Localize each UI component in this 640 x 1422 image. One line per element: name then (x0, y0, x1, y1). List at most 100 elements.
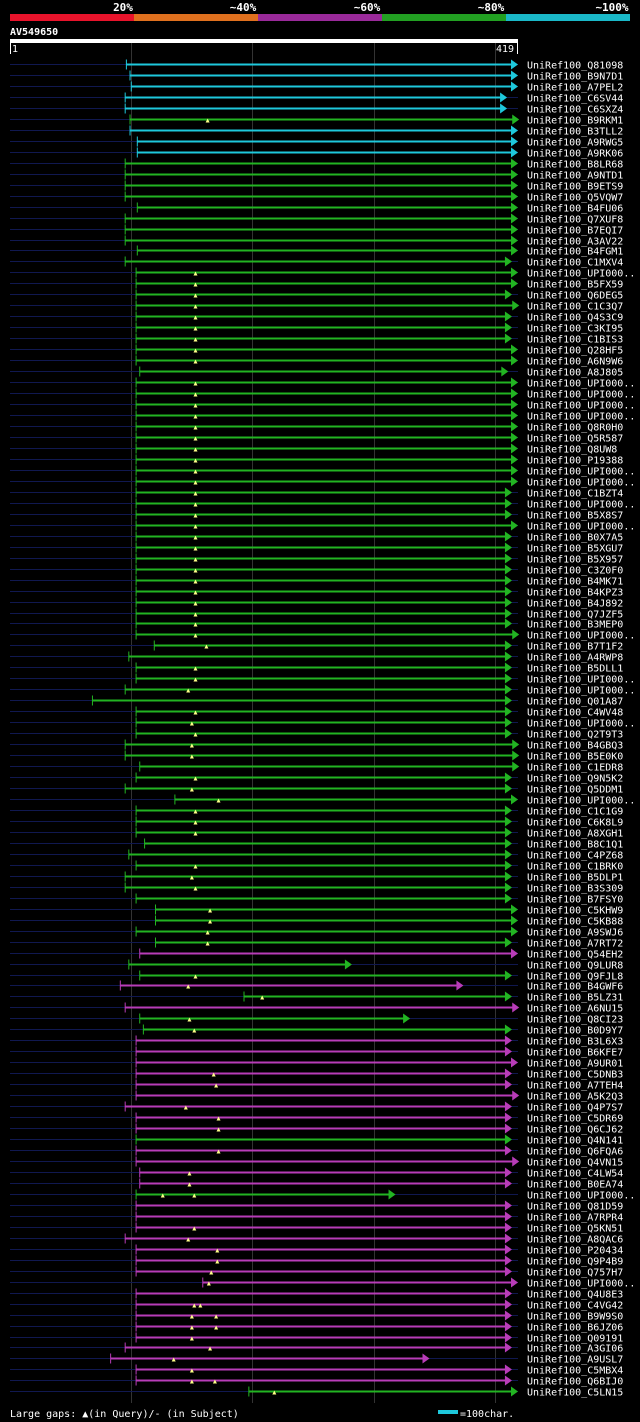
hit-label[interactable]: UniRef100_B5DLP1 (527, 873, 623, 884)
hit-row[interactable]: UniRef100_UPI000.. (10, 267, 635, 280)
hit-row[interactable]: UniRef100_B7EQI7 (10, 224, 623, 237)
hit-label[interactable]: UniRef100_Q09191 (527, 1334, 623, 1345)
hit-row[interactable]: UniRef100_Q5R587 (10, 432, 623, 445)
hit-label[interactable]: UniRef100_B3S309 (527, 884, 623, 895)
hit-row[interactable]: UniRef100_Q6DEG5 (10, 289, 623, 302)
hit-label[interactable]: UniRef100_UPI000.. (527, 675, 635, 686)
hit-row[interactable]: UniRef100_UPI000.. (10, 399, 635, 412)
hit-row[interactable]: UniRef100_UPI000.. (10, 1277, 635, 1290)
hit-label[interactable]: UniRef100_A9UR01 (527, 1059, 623, 1070)
hit-row[interactable]: UniRef100_C4WV48 (10, 706, 623, 719)
hit-row[interactable]: UniRef100_P20434 (10, 1244, 623, 1257)
hit-label[interactable]: UniRef100_Q5KN51 (527, 1224, 623, 1235)
hit-label[interactable]: UniRef100_A5K2Q3 (527, 1092, 623, 1103)
hit-label[interactable]: UniRef100_C5KHW9 (527, 906, 623, 917)
hit-label[interactable]: UniRef100_A7PEL2 (527, 83, 623, 94)
hit-label[interactable]: UniRef100_A4RWP8 (527, 653, 623, 664)
hit-label[interactable]: UniRef100_UPI000.. (527, 686, 635, 697)
hit-label[interactable]: UniRef100_B3TLL2 (527, 127, 623, 138)
hit-row[interactable]: UniRef100_Q6FQA6 (10, 1145, 623, 1158)
hit-label[interactable]: UniRef100_A7TEH4 (527, 1081, 623, 1092)
hit-label[interactable]: UniRef100_Q9LUR8 (527, 961, 623, 972)
hit-row[interactable]: UniRef100_UPI000.. (10, 410, 635, 423)
hit-row[interactable]: UniRef100_C6K8L9 (10, 816, 623, 829)
hit-label[interactable]: UniRef100_B8LR68 (527, 160, 623, 171)
hit-row[interactable]: UniRef100_UPI000.. (10, 794, 635, 807)
hit-label[interactable]: UniRef100_B8C1Q1 (527, 840, 623, 851)
hit-label[interactable]: UniRef100_B9RKM1 (527, 116, 623, 127)
hit-label[interactable]: UniRef100_C3KI95 (527, 324, 623, 335)
hit-label[interactable]: UniRef100_UPI000.. (527, 500, 635, 511)
hit-label[interactable]: UniRef100_C1C3Q7 (527, 302, 623, 313)
hit-label[interactable]: UniRef100_B0EA74 (527, 1180, 623, 1191)
hit-label[interactable]: UniRef100_UPI000.. (527, 796, 635, 807)
hit-row[interactable]: UniRef100_Q81098 (10, 59, 623, 72)
hit-row[interactable]: UniRef100_Q8UW8 (10, 443, 617, 456)
hit-row[interactable]: UniRef100_Q09191 (10, 1332, 623, 1345)
hit-row[interactable]: UniRef100_Q9LUR8 (10, 959, 623, 972)
hit-row[interactable]: UniRef100_UPI000.. (10, 629, 635, 642)
hit-label[interactable]: UniRef100_Q01A87 (527, 697, 623, 708)
hit-label[interactable]: UniRef100_C4VG42 (527, 1301, 623, 1312)
hit-label[interactable]: UniRef100_Q4P7S7 (527, 1103, 623, 1114)
hit-label[interactable]: UniRef100_C6K8L9 (527, 818, 623, 829)
hit-label[interactable]: UniRef100_B4FU06 (527, 204, 623, 215)
hit-label[interactable]: UniRef100_Q9P4B9 (527, 1257, 623, 1268)
hit-label[interactable]: UniRef100_C1BRK0 (527, 862, 623, 873)
hit-label[interactable]: UniRef100_C4WV48 (527, 708, 623, 719)
hit-row[interactable]: UniRef100_Q5VQW7 (10, 191, 623, 204)
hit-row[interactable]: UniRef100_Q8R0H0 (10, 421, 623, 434)
hit-label[interactable]: UniRef100_UPI000.. (527, 269, 635, 280)
hit-row[interactable]: UniRef100_C5KHW9 (10, 904, 623, 917)
hit-row[interactable]: UniRef100_A9RWG5 (10, 136, 623, 149)
hit-row[interactable]: UniRef100_A4RWP8 (10, 651, 623, 664)
hit-row[interactable]: UniRef100_B9W9S0 (10, 1310, 623, 1323)
hit-row[interactable]: UniRef100_Q81D59 (10, 1200, 623, 1213)
hit-label[interactable]: UniRef100_Q5R587 (527, 434, 623, 445)
hit-label[interactable]: UniRef100_A6NU15 (527, 1004, 623, 1015)
hit-label[interactable]: UniRef100_B3L6X3 (527, 1037, 623, 1048)
hit-label[interactable]: UniRef100_Q7JZF5 (527, 610, 623, 621)
hit-row[interactable]: UniRef100_C1EDR8 (10, 761, 623, 774)
hit-row[interactable]: UniRef100_B5LZ31 (10, 991, 623, 1004)
hit-label[interactable]: UniRef100_A8XGH1 (527, 829, 623, 840)
hit-label[interactable]: UniRef100_B6KFE7 (527, 1048, 623, 1059)
hit-row[interactable]: UniRef100_B9N7D1 (10, 70, 623, 83)
hit-row[interactable]: UniRef100_B6JZ06 (10, 1321, 623, 1334)
hit-label[interactable]: UniRef100_Q6CJ62 (527, 1125, 623, 1136)
hit-label[interactable]: UniRef100_A6N9W6 (527, 357, 623, 368)
hit-label[interactable]: UniRef100_B4GBQ3 (527, 741, 623, 752)
hit-label[interactable]: UniRef100_Q81D59 (527, 1202, 623, 1213)
hit-row[interactable]: UniRef100_C5KB88 (10, 915, 623, 928)
hit-row[interactable]: UniRef100_C1MXV4 (10, 256, 623, 269)
hit-row[interactable]: UniRef100_B0D9Y7 (10, 1024, 623, 1037)
hit-row[interactable]: UniRef100_B3TLL2 (10, 125, 623, 138)
hit-row[interactable]: UniRef100_B8C1Q1 (10, 838, 623, 851)
hit-row[interactable]: UniRef100_Q9N5K2 (10, 772, 623, 785)
hit-label[interactable]: UniRef100_B3MEP0 (527, 620, 623, 631)
hit-row[interactable]: UniRef100_B6KFE7 (10, 1046, 623, 1059)
hit-label[interactable]: UniRef100_C1C1G9 (527, 807, 623, 818)
hit-row[interactable]: UniRef100_Q4P7S7 (10, 1101, 623, 1114)
hit-row[interactable]: UniRef100_Q01A87 (10, 695, 623, 708)
hit-row[interactable]: UniRef100_A7PEL2 (10, 81, 623, 94)
hit-row[interactable]: UniRef100_B9ETS9 (10, 180, 623, 193)
hit-label[interactable]: UniRef100_P19388 (527, 456, 623, 467)
hit-label[interactable]: UniRef100_Q757H7 (527, 1268, 623, 1279)
hit-label[interactable]: UniRef100_Q5DDM1 (527, 785, 623, 796)
hit-row[interactable]: UniRef100_Q4VN15 (10, 1156, 623, 1169)
hit-row[interactable]: UniRef100_Q5DDM1 (10, 783, 623, 796)
hit-row[interactable]: UniRef100_UPI000.. (10, 1189, 635, 1202)
hit-label[interactable]: UniRef100_A9USL7 (527, 1355, 623, 1366)
hit-row[interactable]: UniRef100_B5DLL1 (10, 662, 623, 675)
hit-row[interactable]: UniRef100_Q9FJL8 (10, 970, 623, 983)
hit-row[interactable]: UniRef100_UPI000.. (10, 498, 635, 511)
hit-label[interactable]: UniRef100_Q8CI23 (527, 1015, 623, 1026)
hit-label[interactable]: UniRef100_B5FX59 (527, 280, 623, 291)
hit-label[interactable]: UniRef100_Q8UW8 (527, 445, 617, 456)
hit-row[interactable]: UniRef100_Q8CI23 (10, 1013, 623, 1026)
hit-label[interactable]: UniRef100_A8J805 (527, 368, 623, 379)
hit-row[interactable]: UniRef100_C1BZT4 (10, 487, 623, 500)
hit-row[interactable]: UniRef100_Q28HF5 (10, 344, 623, 357)
hit-row[interactable]: UniRef100_Q4U8E3 (10, 1288, 623, 1301)
